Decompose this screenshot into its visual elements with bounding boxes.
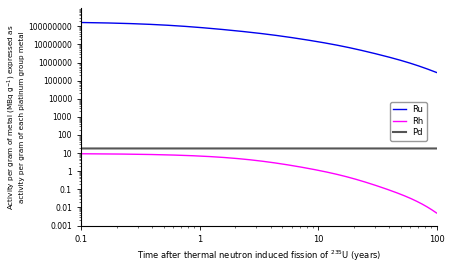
Y-axis label: Activity per gram of metal (MBq g$^{-1}$) expressed as
activity per gram of each: Activity per gram of metal (MBq g$^{-1}$… (6, 24, 26, 210)
X-axis label: Time after thermal neutron induced fission of $^{235}$U (years): Time after thermal neutron induced fissi… (136, 249, 381, 263)
Legend: Ru, Rh, Pd: Ru, Rh, Pd (390, 102, 427, 141)
